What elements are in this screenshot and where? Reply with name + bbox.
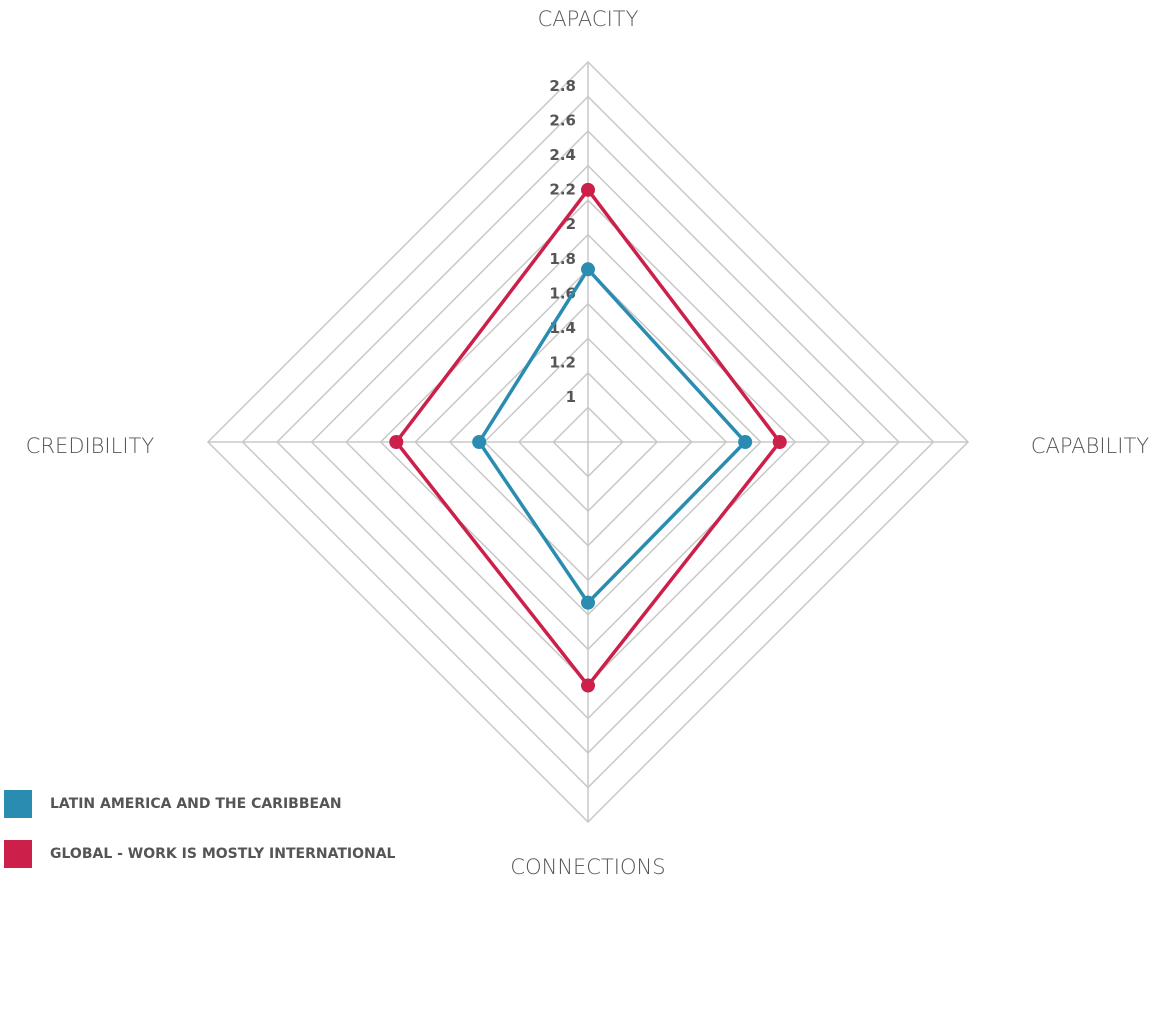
- tick-label: 2.8: [549, 77, 576, 95]
- legend-label: GLOBAL - WORK IS MOSTLY INTERNATIONAL: [50, 846, 396, 862]
- legend-label: LATIN AMERICA AND THE CARIBBEAN: [50, 796, 342, 812]
- data-point: [472, 435, 487, 449]
- tick-label: 2.2: [549, 181, 576, 199]
- tick-label: 2: [566, 215, 576, 233]
- tick-label: 2.4: [549, 146, 576, 164]
- legend-swatch: [4, 840, 32, 868]
- legend-swatch: [4, 790, 32, 818]
- axis-label: CAPABILITY: [1031, 434, 1149, 458]
- tick-label: 1.8: [549, 250, 576, 268]
- data-point: [581, 595, 595, 610]
- data-point: [581, 262, 595, 277]
- tick-label: 1.2: [549, 353, 576, 371]
- tick-label: 1: [566, 388, 576, 406]
- data-point: [738, 435, 753, 449]
- axis-label: CAPACITY: [538, 7, 639, 31]
- tick-label: 2.6: [549, 112, 576, 130]
- tick-label: 1.4: [549, 319, 576, 337]
- data-point: [581, 182, 595, 197]
- data-point: [772, 435, 787, 449]
- data-point: [389, 435, 404, 449]
- series-line: [477, 266, 748, 606]
- data-point: [581, 678, 595, 693]
- axis-label: CREDIBILITY: [26, 434, 155, 458]
- axis-label: CONNECTIONS: [510, 855, 665, 879]
